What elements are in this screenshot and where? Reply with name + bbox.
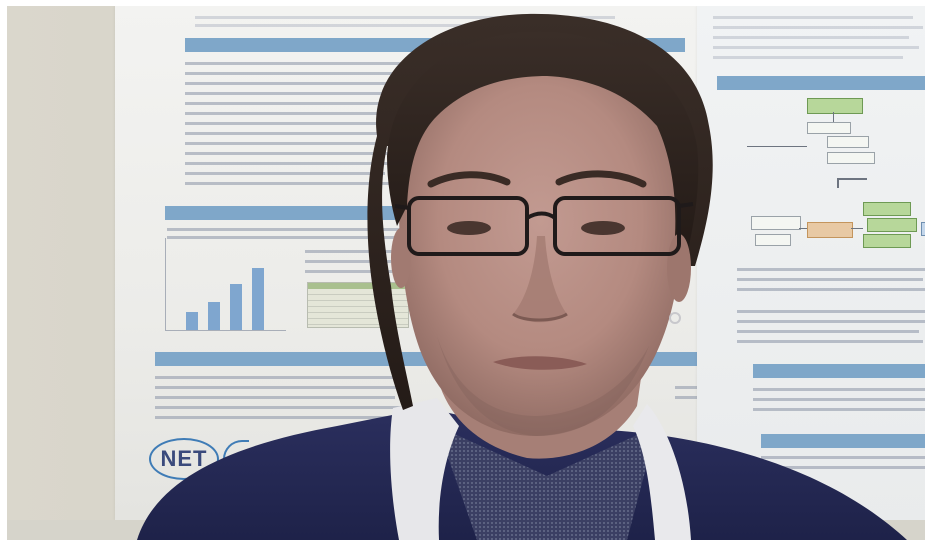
poster-text-line <box>185 122 403 125</box>
poster-text-line <box>185 132 415 135</box>
poster-text-line <box>713 56 903 59</box>
poster-text-line <box>155 396 395 399</box>
diagram-node <box>807 122 851 134</box>
poster-text-line <box>305 270 395 273</box>
poster-text-line <box>737 320 925 323</box>
poster-table <box>307 282 409 328</box>
poster-text-line <box>185 82 395 85</box>
poster-text-line <box>155 406 405 409</box>
webcam-scene: NET <box>7 6 925 540</box>
diagram-connector <box>837 178 867 180</box>
poster-text-line <box>737 340 923 343</box>
diagram-node <box>827 136 869 148</box>
poster-bar-chart <box>165 238 286 331</box>
poster-text-line <box>185 162 405 165</box>
diagram-connector <box>747 146 807 147</box>
poster-text-line <box>155 386 401 389</box>
poster-text-line <box>713 36 909 39</box>
poster-text-line <box>713 46 919 49</box>
poster-text-line <box>185 62 405 65</box>
poster-right <box>697 6 925 526</box>
poster-text-line <box>155 416 393 419</box>
poster-text-line <box>185 102 401 105</box>
diagram-node <box>921 222 925 236</box>
poster-section-header <box>155 352 725 366</box>
poster-text-line <box>737 288 925 291</box>
poster-chart-bar <box>186 312 198 330</box>
poster-chart-bar <box>252 268 264 330</box>
poster-text-line <box>167 228 407 231</box>
poster-text-line <box>737 278 923 281</box>
wall-strip <box>7 520 925 540</box>
poster-chart-bar <box>230 284 242 330</box>
diagram-node <box>827 152 875 164</box>
diagram-node <box>867 218 917 232</box>
poster-text-line <box>737 310 925 313</box>
poster-section-header <box>185 38 685 52</box>
poster-text-line <box>167 236 403 239</box>
diagram-connector <box>833 112 834 122</box>
poster-text-line <box>185 112 409 115</box>
poster-logo-tail <box>223 440 249 478</box>
poster-section-header <box>717 76 925 90</box>
diagram-node <box>807 98 863 114</box>
diagram-connector <box>837 178 839 188</box>
diagram-node <box>751 216 801 230</box>
poster-text-line <box>195 16 615 19</box>
poster-section-header <box>761 434 925 448</box>
poster-logo: NET <box>149 438 219 480</box>
poster-table-header <box>308 283 408 289</box>
diagram-node <box>807 222 853 238</box>
poster-text-line <box>737 268 925 271</box>
poster-text-line <box>753 398 925 401</box>
poster-text-line <box>185 172 385 175</box>
poster-text-line <box>305 260 401 263</box>
poster-text-line <box>305 250 405 253</box>
poster-text-line <box>185 182 409 185</box>
poster-text-line <box>185 72 413 75</box>
diagram-node <box>863 234 911 248</box>
poster-text-line <box>753 408 925 411</box>
diagram-connector <box>851 228 863 229</box>
poster-section-header <box>753 364 925 378</box>
diagram-node <box>863 202 911 216</box>
poster-text-line <box>185 142 397 145</box>
poster-text-line <box>713 26 923 29</box>
poster-chart-bar <box>208 302 220 330</box>
poster-logo-text: NET <box>160 446 208 471</box>
poster-text-line <box>737 330 919 333</box>
diagram-node <box>755 234 791 246</box>
poster-text-line <box>195 24 575 27</box>
poster-text-line <box>155 376 405 379</box>
poster-text-line <box>185 152 411 155</box>
poster-text-line <box>753 388 925 391</box>
poster-text-line <box>713 16 913 19</box>
poster-text-line <box>761 466 925 469</box>
poster-left: NET <box>115 6 745 520</box>
diagram-connector <box>799 228 807 229</box>
poster-section-header <box>165 206 395 220</box>
poster-text-line <box>185 92 411 95</box>
poster-text-line <box>761 456 925 459</box>
